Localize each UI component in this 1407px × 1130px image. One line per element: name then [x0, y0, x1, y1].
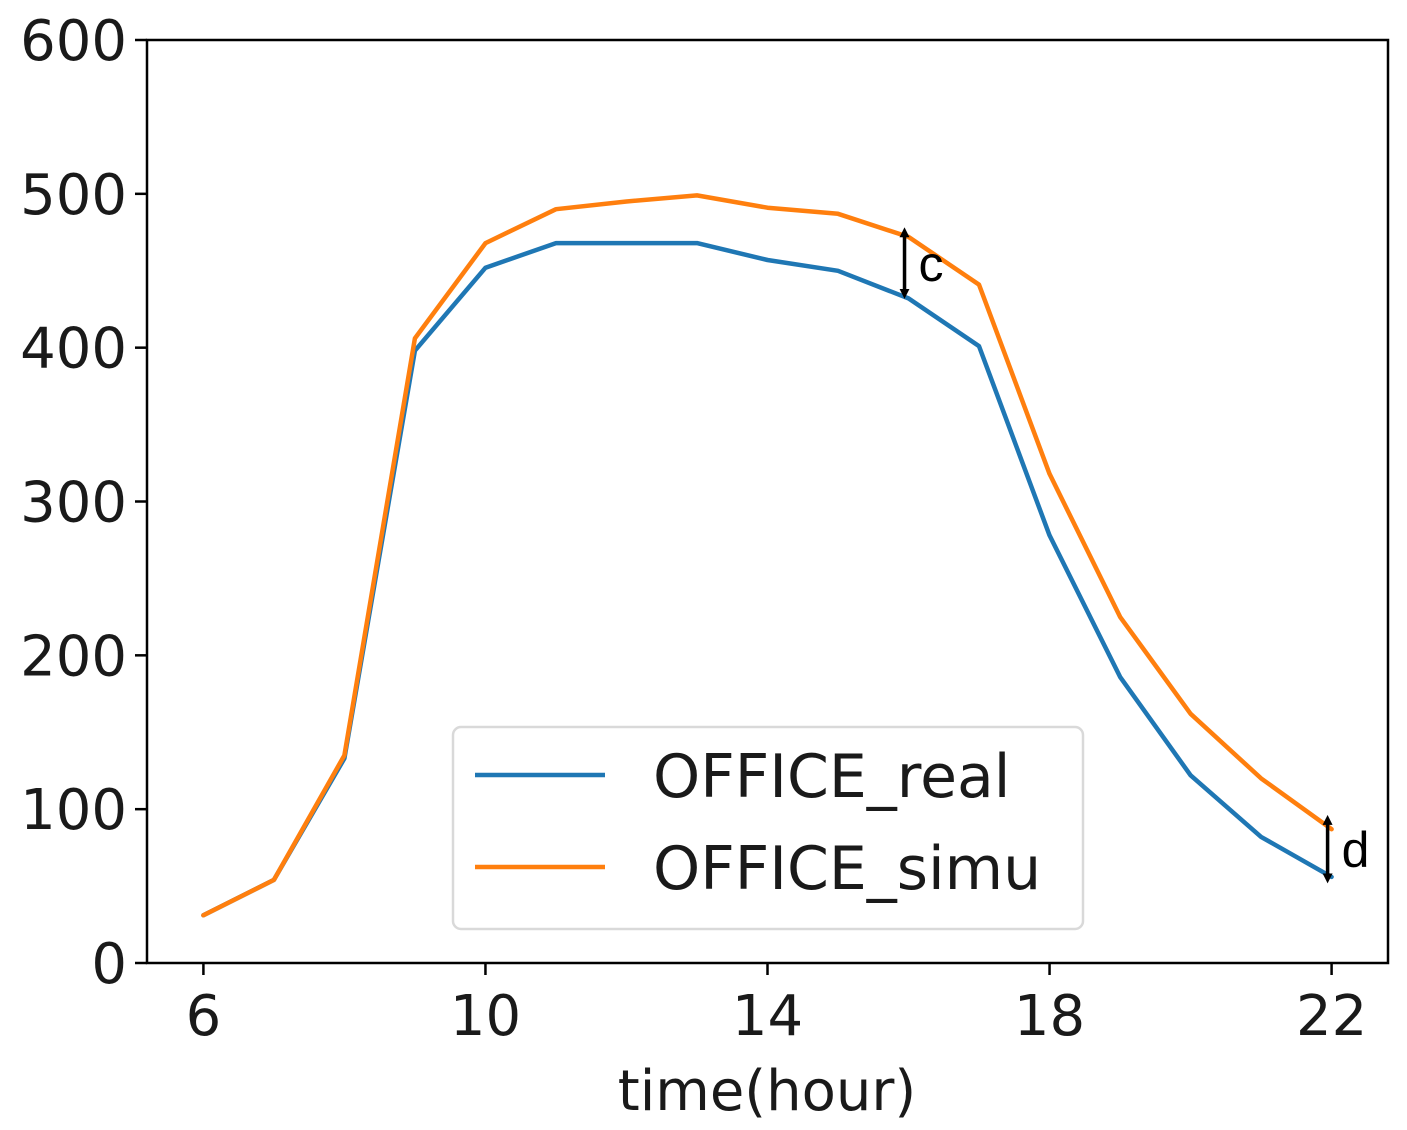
y-tick-label: 500	[20, 163, 127, 228]
x-tick-label: 22	[1296, 984, 1367, 1049]
annotation-label-d: d	[1342, 822, 1370, 878]
series-layer	[201, 193, 1334, 918]
y-tick-label: 200	[20, 624, 127, 689]
y-tick-label: 300	[20, 471, 127, 536]
x-axis: 6 10 14 18 22	[186, 963, 1367, 1049]
y-tick-label: 100	[20, 778, 127, 843]
y-tick-label: 600	[20, 9, 127, 74]
legend-label-office-real: OFFICE_real	[653, 742, 1010, 812]
annotation-label-c: c	[919, 236, 944, 292]
series-line-office-simu	[201, 193, 1334, 918]
x-axis-label: time(hour)	[618, 1059, 916, 1124]
x-tick-label: 14	[732, 984, 803, 1049]
legend-box	[451, 725, 1085, 931]
x-tick-label: 18	[1014, 984, 1085, 1049]
legend: OFFICE_real OFFICE_simu	[451, 725, 1085, 931]
y-tick-label: 400	[20, 317, 127, 382]
annotation-layer: cd	[899, 227, 1370, 884]
legend-label-office-simu: OFFICE_simu	[653, 834, 1041, 904]
y-tick-label: 0	[91, 932, 127, 997]
y-axis: 0 100 200 300 400 500 600	[20, 9, 147, 997]
x-tick-label: 6	[186, 984, 222, 1049]
x-tick-label: 10	[450, 984, 521, 1049]
